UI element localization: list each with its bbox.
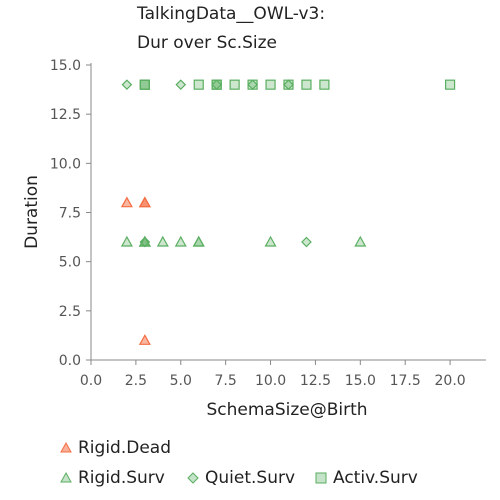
x-tick-label: 0.0 [80,373,102,389]
square-point [301,79,312,90]
legend-label-rigid-dead: Rigid.Dead [78,438,172,458]
x-tick-label: 20.0 [435,373,466,389]
x-tick-label: 2.5 [125,373,147,389]
square-point [319,79,330,90]
square-icon [315,472,327,484]
y-tick-label: 12.5 [50,107,81,123]
x-tick-label: 10.0 [255,373,286,389]
legend-item-quiet-surv: Quiet.Surv [185,468,295,488]
square-point [229,79,240,90]
triangle-point [354,235,367,247]
diamond-point [121,79,133,91]
y-tick-label: 10.0 [50,156,81,172]
chart-title-line-1: TalkingData__OWL-v3: [137,4,326,24]
legend-item-activ-surv: Activ.Surv [313,468,418,488]
x-tick-label: 12.5 [300,373,331,389]
diamond-point [175,79,187,91]
data-marks [120,79,456,345]
y-tick-label: 0.0 [59,353,81,369]
diamond-point [139,236,151,248]
square-point [283,79,294,90]
x-tick-label: 17.5 [390,373,421,389]
square-point [193,79,204,90]
y-tick-label: 2.5 [59,304,81,320]
square-point [444,79,456,90]
x-tick-label: 5.0 [170,373,192,389]
square-point [211,79,222,90]
triangle-point [138,196,151,208]
x-tick-label: 7.5 [215,373,237,389]
triangle-point [192,235,205,247]
legend-item-rigid-dead: Rigid.Dead [58,438,171,458]
legend-label-quiet-surv: Quiet.Surv [205,468,296,488]
square-point [265,79,276,90]
triangle-point [138,334,151,345]
y-tick-label: 15.0 [50,58,81,74]
x-axis-title: SchemaSize@Birth [206,400,367,420]
axes: 0.0 2.5 5.0 7.5 10.0 12.5 15.0 17.5 20.0 0.0 2.5 5.… [50,58,486,389]
legend-label-rigid-surv: Rigid.Surv [78,468,165,488]
triangle-point [156,235,169,247]
chart-title-line-2: Dur over Sc.Size [137,33,278,53]
triangle-point [264,235,277,247]
triangle-icon [60,441,72,453]
legend-item-rigid-surv: Rigid.Surv [58,468,165,488]
triangle-point [120,235,133,247]
square-point [247,79,258,90]
square-point [139,79,150,90]
triangle-point [174,235,187,247]
y-tick-label: 7.5 [59,206,81,222]
y-axis-title: Duration [22,175,42,249]
triangle-icon [60,471,72,483]
diamond-point [301,236,312,248]
y-tick-label: 5.0 [59,255,81,271]
diamond-icon [187,472,199,484]
legend-label-activ-surv: Activ.Surv [333,468,418,488]
x-tick-label: 15.0 [345,373,376,389]
triangle-point [120,196,133,208]
